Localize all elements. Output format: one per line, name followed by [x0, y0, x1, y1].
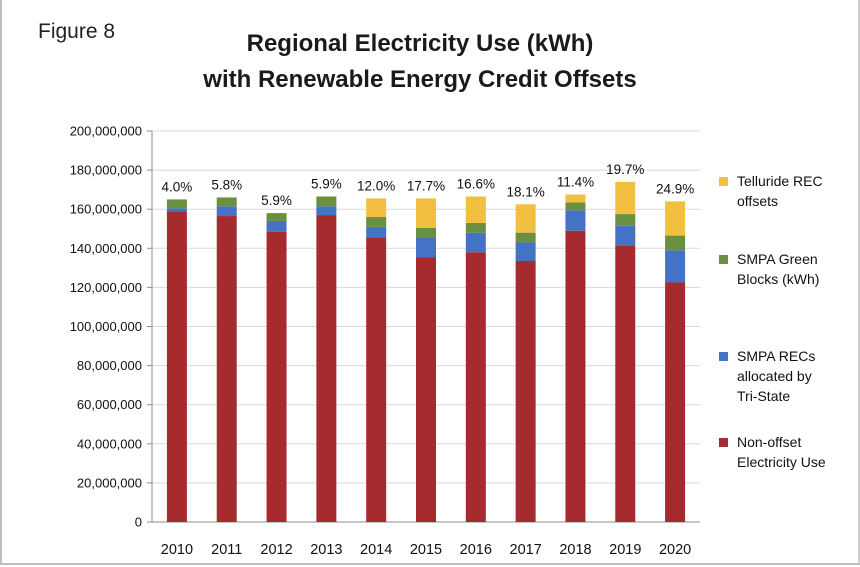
legend-entry-text: Blocks (kWh) — [737, 271, 819, 287]
y-tick-label: 180,000,000 — [70, 163, 142, 178]
legend-entry-text: Non-offset — [737, 434, 801, 450]
bar-segment — [366, 237, 387, 523]
data-label: 5.9% — [311, 176, 342, 191]
legend-swatch — [719, 177, 728, 186]
bar-segment — [465, 196, 486, 223]
x-tick-label: 2011 — [211, 542, 242, 558]
bar-segment — [316, 206, 337, 216]
legend-entry-text: allocated by — [737, 368, 812, 384]
bar-segment — [166, 199, 187, 209]
bar-segment — [166, 211, 187, 522]
y-tick-label: 0 — [135, 515, 142, 530]
bar-segment — [665, 282, 686, 522]
bar-segment — [216, 206, 237, 217]
legend-entry-text: SMPA Green — [737, 251, 818, 267]
bar-segment — [665, 250, 686, 283]
bar-segment — [515, 261, 536, 522]
legend-swatch — [719, 438, 728, 447]
x-tick-label: 2010 — [161, 542, 193, 558]
bar-segment — [515, 204, 536, 233]
bar-segment — [565, 202, 586, 211]
bar-segment — [565, 210, 586, 231]
y-tick-label: 140,000,000 — [70, 241, 142, 256]
bar-segment — [615, 245, 636, 522]
bar-segment — [366, 217, 387, 227]
x-tick-label: 2018 — [559, 542, 591, 558]
y-tick-label: 20,000,000 — [77, 475, 142, 490]
y-tick-label: 160,000,000 — [70, 202, 142, 217]
bar-segment — [266, 213, 287, 221]
bar-segment — [166, 208, 187, 212]
y-tick-label: 80,000,000 — [77, 358, 142, 373]
data-label: 19.7% — [606, 162, 644, 177]
legend-entry-text: SMPA RECs — [737, 348, 815, 364]
data-label: 24.9% — [656, 181, 694, 196]
bar-segment — [416, 198, 436, 228]
bar-segment — [316, 215, 337, 522]
bar-segment — [565, 194, 586, 203]
bar-segment — [366, 226, 387, 238]
bar-segment — [216, 197, 237, 207]
bar-segment — [416, 257, 436, 522]
bar-segment — [615, 214, 636, 226]
bar-segment — [266, 231, 287, 522]
bar-segment — [465, 232, 486, 253]
data-label: 18.1% — [506, 184, 544, 199]
bar-segment — [216, 216, 237, 523]
legend-swatch — [719, 352, 728, 361]
legend-entry-text: Electricity Use — [737, 454, 826, 470]
x-tick-label: 2016 — [460, 542, 492, 558]
legend-swatch — [719, 255, 728, 264]
figure-label: Figure 8 — [38, 20, 116, 43]
y-tick-label: 60,000,000 — [77, 397, 142, 412]
bar-segment — [416, 227, 436, 238]
data-label: 17.7% — [407, 178, 445, 193]
data-label: 5.9% — [261, 193, 292, 208]
legend-entry-text: Tri-State — [737, 388, 790, 404]
x-tick-label: 2017 — [510, 542, 542, 558]
data-label: 4.0% — [162, 179, 193, 194]
data-label: 12.0% — [357, 178, 395, 193]
bar-segment — [465, 222, 486, 233]
x-tick-label: 2020 — [659, 542, 691, 558]
chart-title-line-1: Regional Electricity Use (kWh) — [246, 30, 594, 57]
bar-segment — [266, 220, 287, 232]
bar-segment — [515, 232, 536, 243]
y-tick-label: 40,000,000 — [77, 436, 142, 451]
data-label: 11.4% — [557, 175, 594, 190]
x-tick-label: 2012 — [260, 542, 292, 558]
bar-segment — [515, 242, 536, 262]
y-tick-label: 200,000,000 — [70, 124, 142, 139]
legend-entry-text: offsets — [737, 193, 778, 209]
bar-segment — [416, 237, 436, 258]
bar-segment — [316, 196, 337, 207]
bar-segment — [615, 181, 636, 215]
bar-segment — [465, 252, 486, 522]
data-label: 5.8% — [211, 177, 242, 192]
data-label: 16.6% — [457, 176, 495, 191]
y-tick-label: 120,000,000 — [70, 280, 142, 295]
y-tick-label: 100,000,000 — [70, 319, 142, 334]
x-tick-label: 2015 — [410, 542, 442, 558]
bar-segment — [665, 235, 686, 251]
x-tick-label: 2019 — [609, 542, 641, 558]
x-tick-label: 2013 — [310, 542, 342, 558]
legend-entry-text: Telluride REC — [737, 173, 823, 189]
bar-segment — [615, 225, 636, 246]
x-tick-label: 2014 — [360, 542, 392, 558]
chart-title-line-2: with Renewable Energy Credit Offsets — [203, 66, 637, 93]
bar-segment — [366, 198, 387, 218]
bar-segment — [665, 201, 686, 236]
bar-segment — [565, 230, 586, 522]
